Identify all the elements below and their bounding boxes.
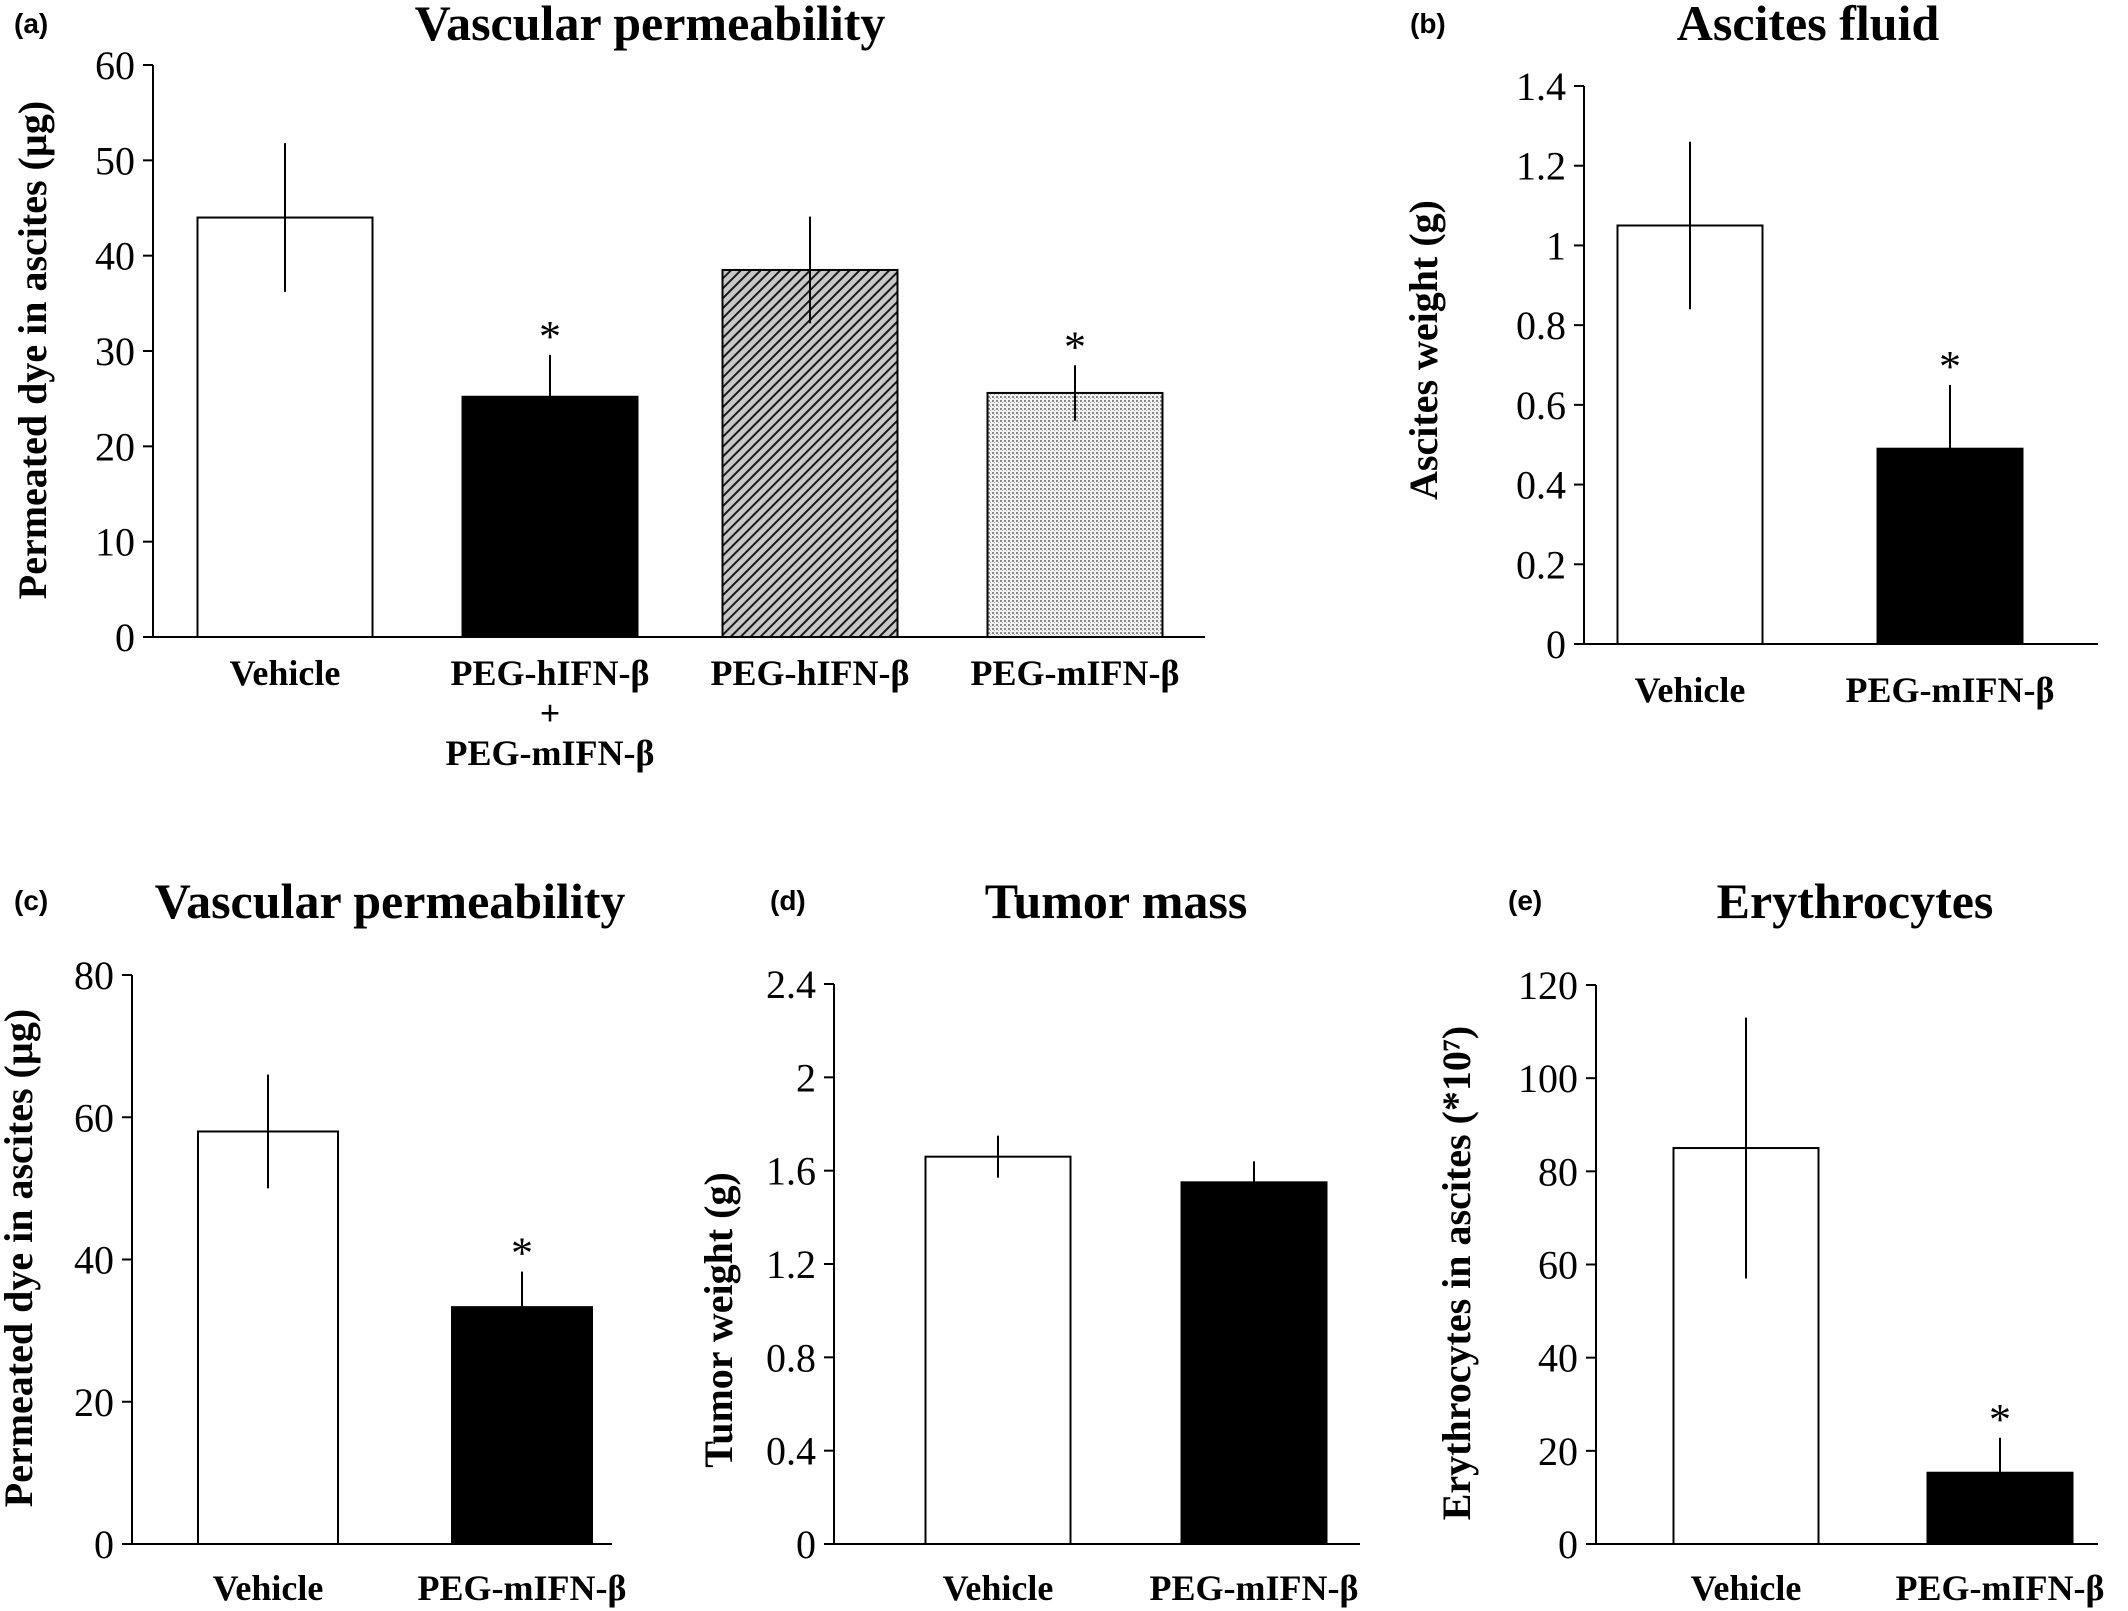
y-tick-label: 80	[1538, 1149, 1578, 1194]
y-tick-label: 20	[95, 424, 135, 469]
y-tick-label: 60	[1538, 1243, 1578, 1288]
y-tick-label: 0	[1558, 1522, 1578, 1567]
category-label: PEG-hIFN-β	[711, 653, 910, 693]
y-axis-label: Ascites weight (g)	[1401, 200, 1446, 500]
category-label: PEG-mIFN-β	[1846, 670, 2055, 710]
category-label: PEG-mIFN-β	[1896, 1568, 2105, 1608]
category-label: Vehicle	[230, 653, 341, 693]
chart-title: Vascular permeability	[155, 873, 626, 929]
category-label: PEG-mIFN-β	[1150, 1568, 1359, 1608]
y-tick-label: 1.2	[1516, 144, 1566, 189]
y-tick-label: 60	[74, 1095, 114, 1140]
y-tick-label: 20	[74, 1380, 114, 1425]
category-label: PEG-mIFN-β	[446, 733, 655, 773]
chart-title: Erythrocytes	[1717, 873, 1994, 929]
y-tick-label: 0.8	[766, 1335, 816, 1380]
y-tick-label: 50	[95, 138, 135, 183]
y-tick-label: 40	[74, 1238, 114, 1283]
y-tick-label: 10	[95, 520, 135, 565]
y-tick-label: 0.2	[1516, 542, 1566, 587]
category-label: PEG-hIFN-β	[451, 653, 650, 693]
panel-c: (c) Vascular permeability Permeated dye …	[0, 873, 626, 1608]
panel-label: (e)	[1508, 885, 1542, 916]
y-tick-label: 0	[115, 615, 135, 660]
significance-marker: *	[1064, 322, 1086, 371]
panel-label: (b)	[1410, 8, 1446, 39]
category-label: Vehicle	[213, 1568, 324, 1608]
y-tick-label: 0.6	[1516, 383, 1566, 428]
y-tick-label: 0.8	[1516, 303, 1566, 348]
y-tick-label: 1.6	[766, 1149, 816, 1194]
y-tick-label: 0.4	[1516, 463, 1566, 508]
y-axis-label: Permeated dye in ascites (µg)	[10, 101, 55, 599]
panel-label: (c)	[14, 885, 48, 916]
y-tick-label: 40	[1538, 1336, 1578, 1381]
y-tick-label: 1	[1546, 223, 1566, 268]
y-tick-label: 80	[74, 953, 114, 998]
category-label: Vehicle	[1691, 1568, 1802, 1608]
chart-title: Tumor mass	[985, 873, 1248, 929]
bar	[451, 1306, 593, 1546]
category-label: PEG-mIFN-β	[418, 1568, 627, 1608]
panel-d: (d) Tumor mass Tumor weight (g) 0 0.4 0.8 1…	[696, 873, 1360, 1608]
significance-marker: *	[1989, 1395, 2011, 1444]
bar	[721, 268, 899, 638]
y-tick-label: 0.4	[766, 1429, 816, 1474]
y-axis-label: Permeated dye in ascites (µg)	[0, 1009, 41, 1507]
y-axis-label: Erythrocytes in ascites (*10⁷)	[1434, 1026, 1479, 1521]
bar	[924, 1155, 1072, 1545]
chart-title: Ascites fluid	[1677, 0, 1940, 51]
category-label: PEG-mIFN-β	[971, 653, 1180, 693]
y-tick-label: 0	[94, 1522, 114, 1567]
panel-a: (a) Vascular permeability Permeated dye …	[10, 0, 1205, 773]
category-label: +	[540, 693, 561, 733]
panel-b: (b) Ascites fluid Ascites weight (g) 0 0.…	[1401, 0, 2098, 710]
y-tick-label: 120	[1518, 963, 1578, 1008]
bar	[197, 1130, 339, 1545]
y-tick-label: 2	[796, 1055, 816, 1100]
y-tick-label: 20	[1538, 1429, 1578, 1474]
bar	[1180, 1181, 1328, 1546]
y-axis-label: Tumor weight (g)	[696, 1172, 741, 1468]
y-tick-label: 0	[1546, 622, 1566, 667]
chart-title: Vascular permeability	[415, 0, 886, 51]
y-tick-label: 100	[1518, 1056, 1578, 1101]
significance-marker: *	[539, 312, 561, 361]
y-tick-label: 60	[95, 43, 135, 88]
y-tick-label: 30	[95, 329, 135, 374]
panel-e: (e) Erythrocytes Erythrocytes in ascites…	[1434, 873, 2104, 1608]
significance-marker: *	[511, 1229, 533, 1278]
category-label: Vehicle	[943, 1568, 1054, 1608]
panel-label: (a)	[14, 8, 48, 39]
category-label: Vehicle	[1635, 670, 1746, 710]
y-tick-label: 40	[95, 234, 135, 279]
y-tick-label: 1.4	[1516, 64, 1566, 109]
y-tick-label: 1.2	[766, 1242, 816, 1287]
panel-label: (d)	[770, 885, 806, 916]
significance-marker: *	[1939, 342, 1961, 391]
bar	[986, 391, 1164, 638]
y-tick-label: 0	[796, 1522, 816, 1567]
y-tick-label: 2.4	[766, 962, 816, 1007]
